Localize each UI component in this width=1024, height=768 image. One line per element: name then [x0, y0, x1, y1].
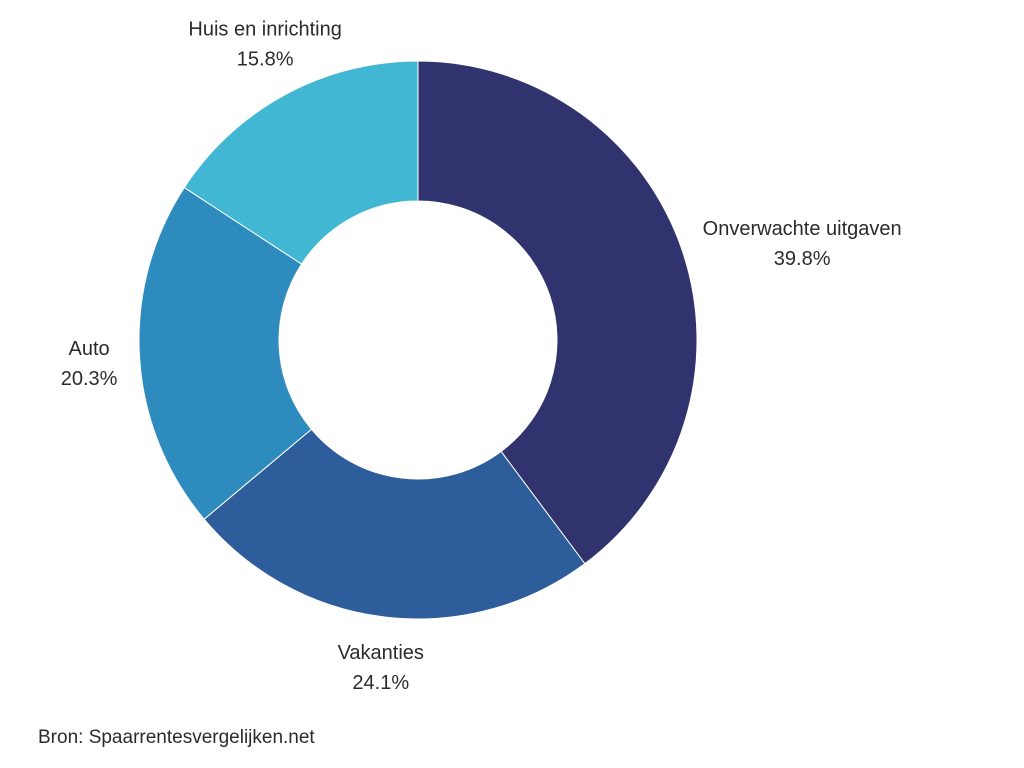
slice-huis-en-inrichting	[183, 60, 419, 265]
slice-auto	[138, 186, 313, 520]
value-label-onverwachte-uitgaven: 39.8%	[774, 248, 831, 270]
slice-onverwachte-uitgaven	[417, 60, 698, 565]
label-huis-en-inrichting: Huis en inrichting	[188, 19, 341, 41]
slice-labels: Onverwachte uitgaven 39.8% Vakanties 24.1% A…	[61, 19, 902, 694]
label-vakanties: Vakanties	[338, 642, 424, 664]
label-onverwachte-uitgaven: Onverwachte uitgaven	[703, 218, 902, 240]
value-label-huis-en-inrichting: 15.8%	[237, 49, 294, 71]
slice-vakanties	[203, 428, 586, 620]
value-label-vakanties: 24.1%	[352, 672, 409, 694]
source-note: Bron: Spaarrentesvergelijken.net	[38, 727, 315, 748]
value-label-auto: 20.3%	[61, 368, 118, 390]
donut-slices	[138, 60, 698, 620]
label-auto: Auto	[69, 338, 110, 360]
